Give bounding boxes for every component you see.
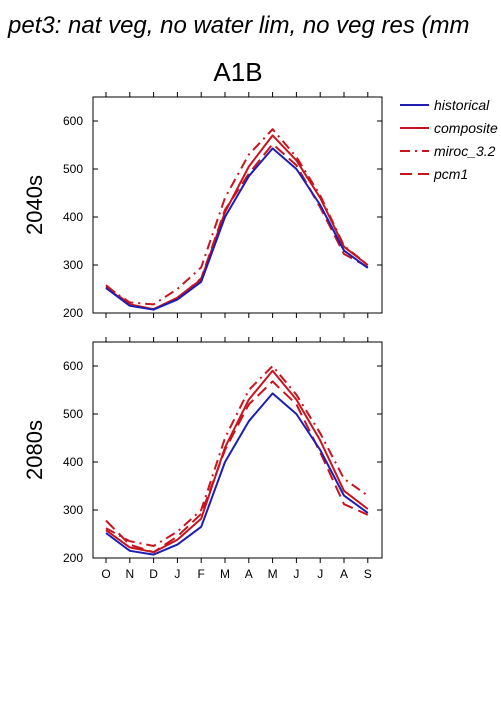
series-line-pcm1: [105, 380, 369, 554]
y-tick-label: 500: [63, 162, 83, 176]
chart-panel-2080s: 200 300 400 500 600 O N D J F M A M J J A S 2080s: [22, 337, 383, 581]
x-tick-label: N: [125, 567, 134, 581]
y-tick-label: 400: [63, 455, 83, 469]
series-line-historical: [105, 147, 369, 311]
series-line-miroc_3.2: [105, 128, 369, 306]
y-tick-label: 600: [63, 359, 83, 373]
legend-item-miroc_3.2: miroc_3.2: [400, 143, 496, 159]
legend-label: composite: [434, 120, 498, 136]
y-tick-label: 300: [63, 503, 83, 517]
y-tick-label: 600: [63, 114, 83, 128]
legend-label: pcm1: [433, 166, 468, 182]
x-tick-label: D: [149, 567, 158, 581]
legend-label: historical: [434, 97, 490, 113]
x-tick-label: O: [101, 567, 110, 581]
chart-panel-2040s: 200 300 400 500 600 2040s: [22, 92, 383, 320]
legend-item-pcm1: pcm1: [400, 166, 468, 182]
chart-legend: historical composite miroc_3.2 pcm1: [400, 97, 498, 182]
x-tick-label: F: [198, 567, 205, 581]
series-line-historical: [105, 392, 369, 556]
y-tick-label: 300: [63, 258, 83, 272]
x-tick-label: J: [317, 567, 323, 581]
row-label: 2080s: [22, 420, 47, 480]
x-tick-label: S: [364, 567, 372, 581]
series-line-pcm1: [105, 143, 369, 311]
legend-item-historical: historical: [400, 97, 490, 113]
x-tick-label: M: [268, 567, 278, 581]
chart-panels: 200 300 400 500 600 2040s 200 300 400 500 600 O N D J F…: [22, 92, 383, 581]
x-tick-label: M: [220, 567, 230, 581]
scenario-title: A1B: [213, 57, 262, 87]
x-tick-label: J: [174, 567, 180, 581]
legend-label: miroc_3.2: [434, 143, 496, 159]
y-tick-label: 500: [63, 407, 83, 421]
y-tick-label: 400: [63, 210, 83, 224]
y-tick-label: 200: [63, 306, 83, 320]
x-tick-label: A: [245, 567, 253, 581]
x-tick-label: J: [293, 567, 299, 581]
plot-frame: [92, 96, 383, 314]
series-line-composite: [105, 369, 369, 554]
plot-frame: [92, 341, 383, 559]
row-label: 2040s: [22, 175, 47, 235]
y-tick-label: 200: [63, 551, 83, 565]
x-tick-label: A: [340, 567, 348, 581]
series-line-miroc_3.2: [105, 365, 369, 547]
chart-title: pet3: nat veg, no water lim, no veg res …: [7, 12, 470, 39]
legend-item-composite: composite: [400, 120, 498, 136]
